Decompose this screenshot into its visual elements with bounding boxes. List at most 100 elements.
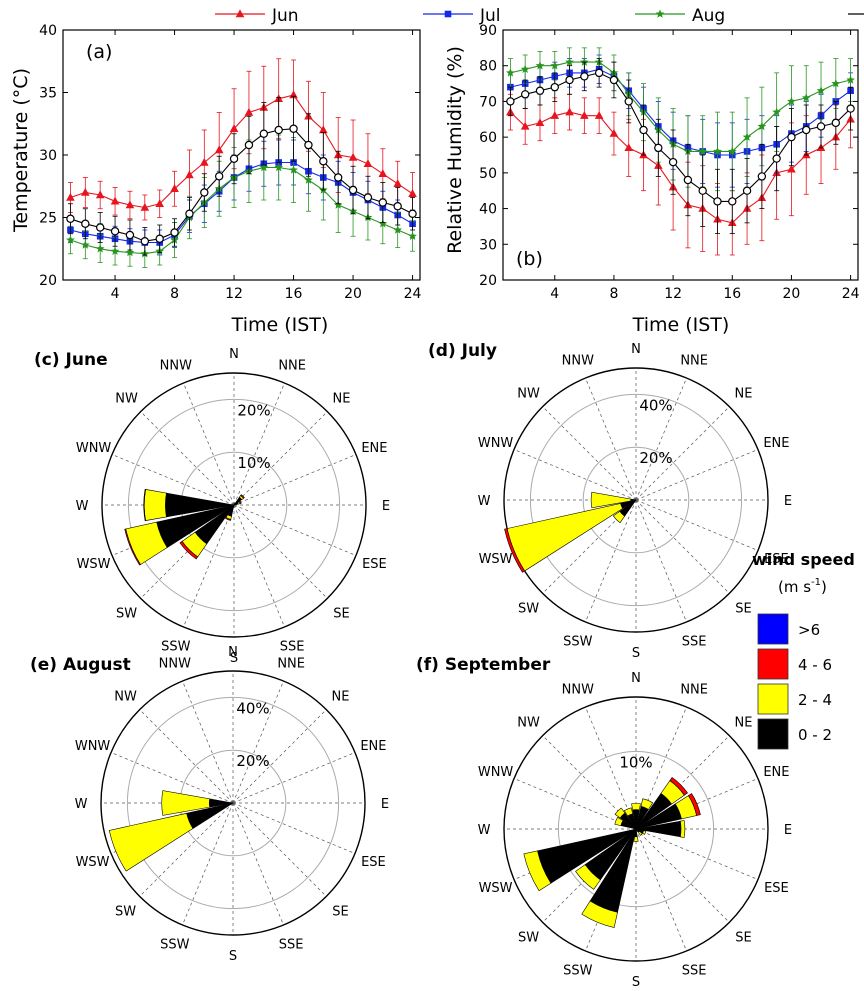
rose-title-july: (d) July (428, 341, 497, 361)
direction-label-NW: NW (517, 387, 540, 402)
y-tick-label: 40 (479, 202, 497, 218)
data-point-Sep (787, 132, 796, 142)
data-point-Sep (609, 75, 619, 85)
rose-outer-circle (503, 696, 769, 962)
data-point-Aug (742, 132, 752, 141)
panel-label-b: (b) (516, 248, 543, 270)
direction-label-WSW: WSW (479, 552, 513, 567)
legend-label-Jun: Jun (271, 6, 299, 26)
data-point-Aug (535, 61, 545, 70)
petal-WNW-bin1 (614, 816, 624, 826)
direction-label-E: E (784, 823, 792, 838)
x-tick-label: 24 (404, 286, 422, 302)
data-point-Aug (289, 165, 298, 174)
direction-label-SE: SE (735, 930, 751, 945)
legend-marker-Jul (444, 10, 452, 18)
series-Sep (506, 58, 855, 234)
rose-ring (557, 750, 715, 908)
rose-spoke (635, 499, 687, 623)
rose-outer-circle (503, 367, 769, 633)
data-point-Aug (713, 146, 722, 156)
petal-SE-bin1 (637, 830, 643, 836)
direction-label-E: E (382, 499, 390, 514)
series-legend: JunJulAugSep (215, 6, 864, 26)
series-Sep (66, 95, 417, 256)
data-point-Jun (393, 179, 402, 187)
wind-legend-label: >6 (798, 621, 820, 639)
petal-SSW-bin1 (581, 900, 618, 928)
data-point-Sep (200, 188, 209, 197)
data-point-Jun (624, 143, 634, 152)
data-point-Jun (580, 111, 589, 119)
data-point-Sep (831, 118, 841, 128)
rose-outer-circle (101, 372, 367, 638)
rose-spoke (233, 504, 285, 628)
rose-spoke (635, 499, 730, 594)
direction-label-NNE: NNE (680, 354, 708, 369)
series-line-Aug (510, 61, 851, 152)
wind-legend-swatch (757, 648, 789, 680)
y-tick-label: 90 (479, 23, 497, 39)
rose-spoke (233, 382, 285, 506)
direction-label-N: N (631, 342, 641, 357)
data-point-Sep (580, 72, 589, 81)
data-point-Aug (846, 75, 855, 84)
data-point-Sep (81, 219, 90, 228)
direction-label-N: N (631, 671, 641, 686)
rose-spoke (232, 802, 356, 854)
rose-spoke (513, 778, 637, 830)
rose-spoke (542, 735, 637, 830)
petal-W-bin1 (143, 489, 167, 521)
data-point-Sep (155, 234, 164, 243)
data-point-Sep (802, 125, 811, 135)
x-tick-label: 16 (285, 286, 303, 302)
data-point-Sep (408, 209, 417, 218)
rose-ring-label: 10% (237, 454, 270, 472)
direction-label-SW: SW (518, 601, 539, 616)
rose-spoke (183, 504, 235, 628)
data-point-Sep (728, 197, 737, 206)
x-tick-label: 4 (111, 286, 120, 302)
direction-label-S: S (632, 646, 640, 661)
rose-spoke (182, 680, 234, 804)
data-point-Jun (110, 196, 120, 205)
series-line-Sep (510, 72, 851, 202)
direction-label-ENE: ENE (360, 739, 386, 754)
direction-label-ESE: ESE (764, 552, 789, 567)
y-tick-label: 30 (479, 237, 497, 253)
data-point-Jun (185, 170, 194, 179)
rose-spoke (585, 377, 637, 501)
petal-ENE-bin2 (238, 500, 242, 504)
data-point-Jun (378, 169, 388, 177)
data-point-Sep (333, 173, 343, 182)
x-tick-label: 12 (664, 286, 682, 302)
petal-WSW-bin1 (108, 812, 194, 872)
direction-label-ESE: ESE (764, 881, 789, 896)
direction-label-WNW: WNW (478, 436, 514, 451)
rose-ring (127, 398, 341, 612)
legend-label-Aug: Aug (692, 6, 725, 26)
data-point-Aug (772, 107, 782, 116)
rose-spoke (232, 802, 284, 926)
data-point-Sep (846, 104, 855, 113)
rose-ring (529, 393, 743, 607)
data-point-Sep (550, 82, 559, 92)
rose-title-august: (e) August (30, 655, 131, 675)
data-point-Jun (594, 111, 604, 119)
direction-label-NW: NW (115, 392, 138, 407)
data-point-Sep (140, 237, 150, 246)
data-point-Aug (831, 78, 841, 88)
direction-label-SE: SE (332, 904, 348, 919)
x-tick-label: 8 (170, 286, 179, 302)
data-point-Sep (110, 227, 120, 236)
series-line-Jun (510, 111, 852, 224)
humidity-panel: (b) Time (IST) Relative Humidity (%) 4 8 1… (444, 23, 860, 336)
rose-spoke (140, 411, 235, 506)
x-tick-label: 8 (609, 286, 618, 302)
direction-label-ENE: ENE (763, 765, 789, 780)
direction-label-SSE: SSE (280, 639, 305, 654)
direction-label-W: W (478, 823, 491, 838)
direction-label-SSW: SSW (563, 634, 593, 649)
wind-rose-june: (c) June 10% 20% N NNE NE ENE E ESE SE SSE S SSW SW W… (34, 347, 390, 666)
data-point-Sep (683, 175, 693, 185)
